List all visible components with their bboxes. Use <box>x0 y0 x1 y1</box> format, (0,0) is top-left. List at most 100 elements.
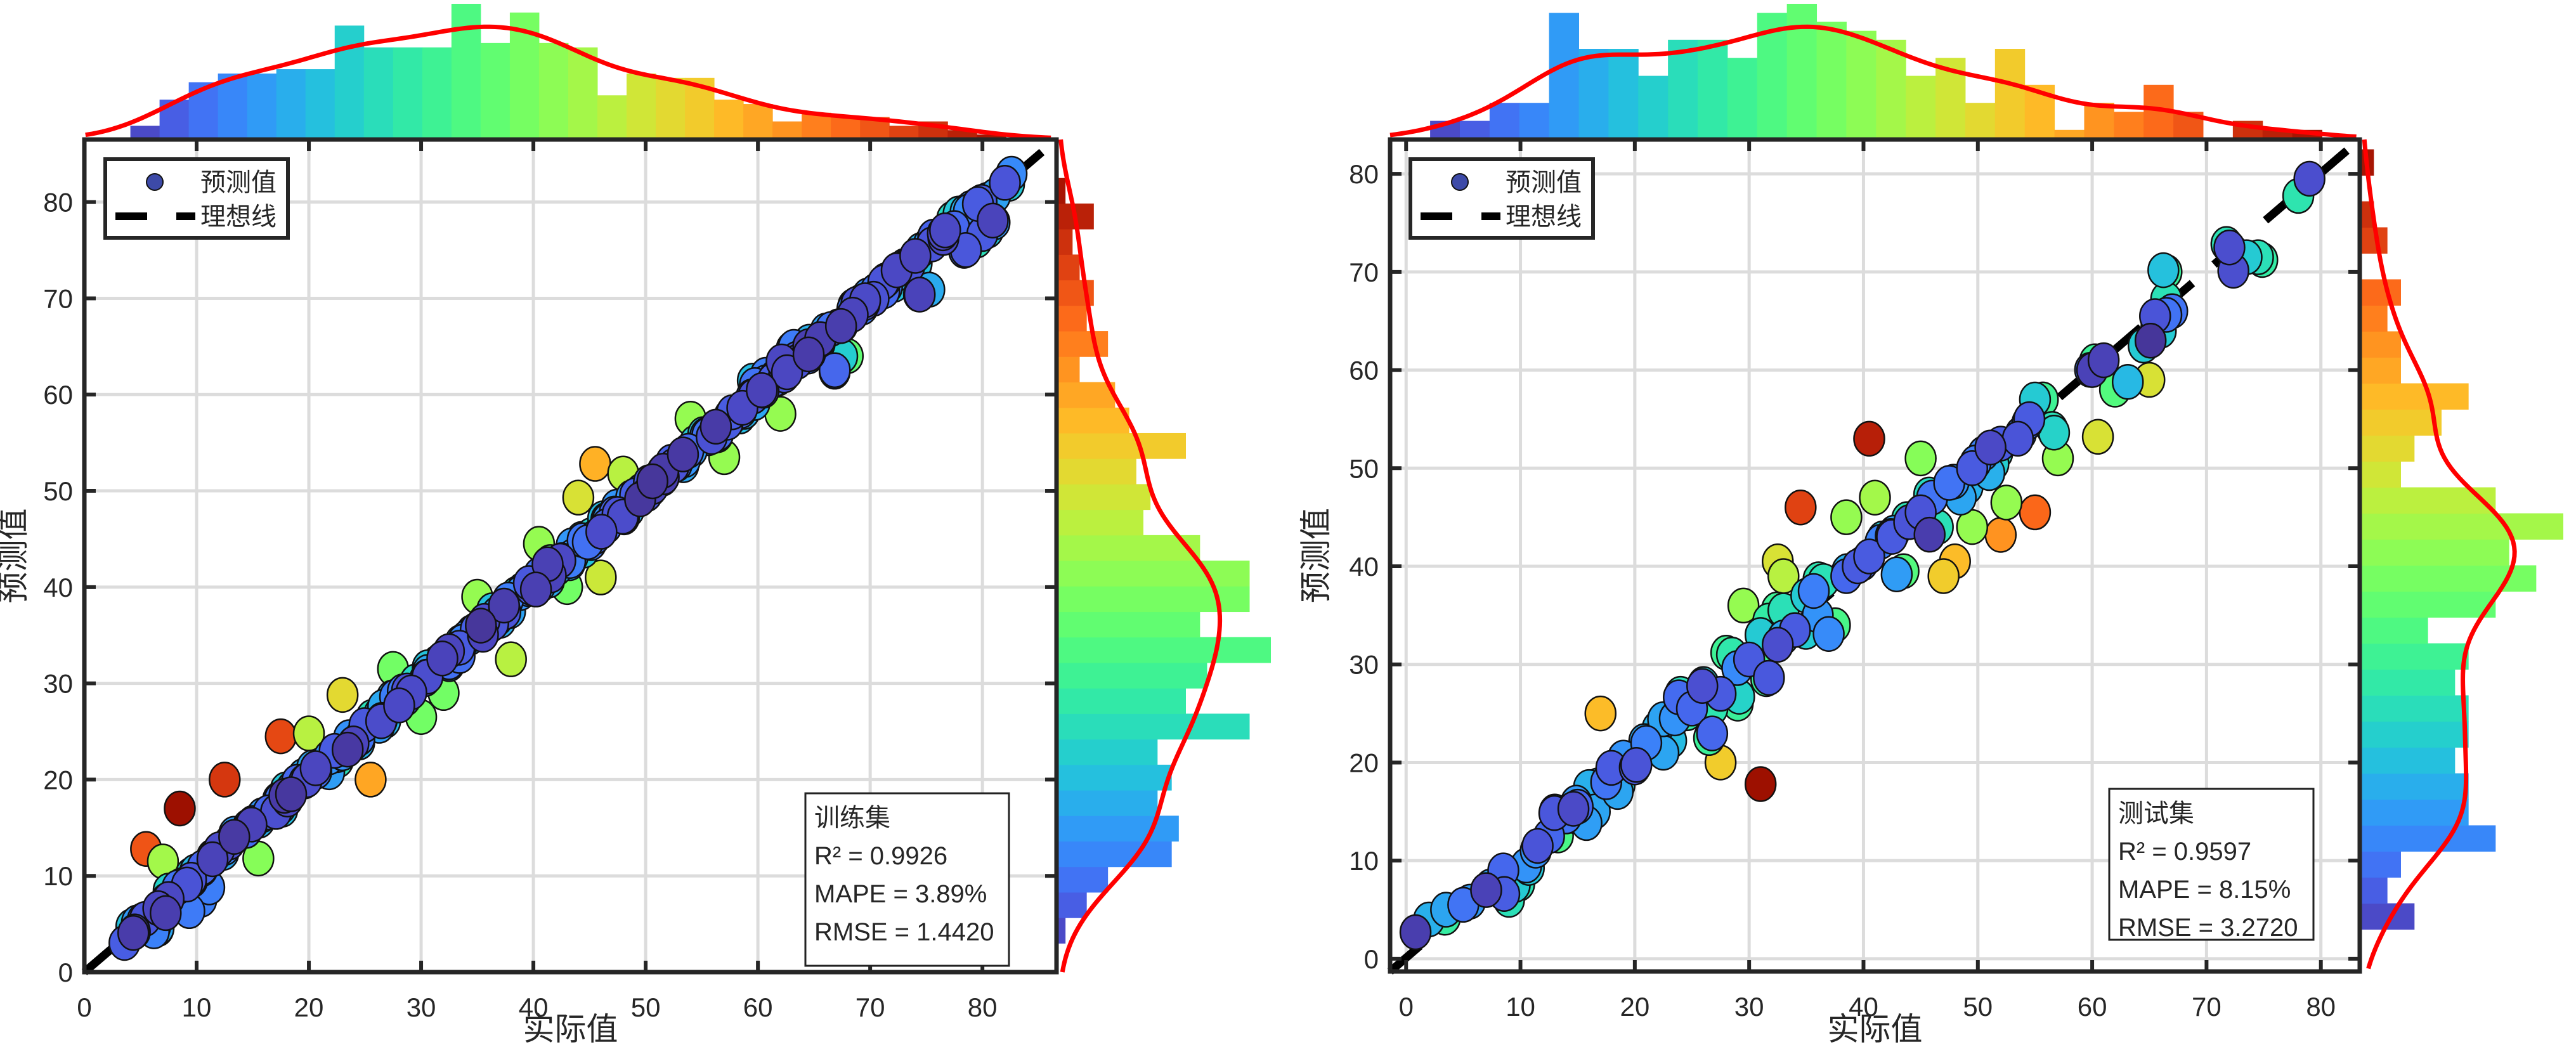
scatter-point <box>899 238 932 274</box>
scatter-point <box>1399 914 1432 951</box>
top-histogram-bar <box>1965 103 1996 139</box>
right-histogram-bar <box>1058 458 1136 484</box>
y-tick-label: 50 <box>1349 453 1379 483</box>
right-histogram-bar <box>1058 866 1109 893</box>
top-kde-curve <box>85 24 1051 140</box>
scatter-point <box>2001 420 2034 457</box>
top-histogram-bar <box>218 73 248 139</box>
scatter-point <box>1913 516 1946 553</box>
top-histogram-bar <box>422 47 452 139</box>
right-histogram-bar <box>2360 331 2401 358</box>
scatter-point <box>519 571 552 607</box>
scatter-points <box>108 155 1028 961</box>
scatter-point <box>977 202 1009 239</box>
scatter-point <box>746 372 778 408</box>
scatter-point <box>699 408 732 445</box>
scatter-point <box>585 514 618 550</box>
right-histogram-bar <box>1058 637 1271 663</box>
scatter-point <box>117 914 150 951</box>
y-axis-label: 预测值 <box>1298 508 1334 603</box>
right-histogram-bar <box>1058 178 1066 204</box>
right-histogram-bar <box>1058 688 1186 714</box>
axes-box <box>82 137 1059 975</box>
top-histogram-bar <box>1608 49 1639 139</box>
scatter-point <box>579 446 611 482</box>
top-histogram-bar <box>772 121 802 139</box>
top-histogram-bar <box>656 77 686 139</box>
right-histogram-bar <box>1058 356 1080 383</box>
right-histogram-bar <box>1058 535 1200 561</box>
scatter-point <box>2111 363 2144 400</box>
scatter-point <box>1696 715 1729 751</box>
scatter-point <box>150 895 182 932</box>
right-histogram-bar <box>2360 773 2469 800</box>
right-histogram-bar <box>2360 877 2388 904</box>
right-histogram-bar <box>1058 382 1116 408</box>
legend-box <box>103 157 290 240</box>
right-histogram-bar <box>1058 841 1172 867</box>
legend-label-ideal: 理想线 <box>200 202 276 231</box>
scatter-point <box>585 559 617 595</box>
y-tick-label: 30 <box>1349 650 1379 680</box>
right-histogram-bar <box>1058 815 1179 842</box>
test-panel: 0 10 20 30 40 50 60 70 80 0 10 20 30 40 50 60 70 80 实际值 预测值… <box>1298 4 2563 1048</box>
top-histogram-bar <box>247 73 277 139</box>
top-histogram-bar <box>714 100 744 139</box>
scatter-point <box>2293 160 2326 197</box>
scatter-point <box>1557 791 1590 827</box>
right-kde-curve <box>1058 139 1223 973</box>
right-histogram-bar <box>2360 851 2401 878</box>
legend-label-predicted: 预测值 <box>200 168 276 197</box>
right-histogram-bar <box>1058 662 1207 689</box>
stats-line: RMSE = 3.2720 <box>2118 914 2298 942</box>
right-histogram-bar <box>2360 279 2401 306</box>
scatter-point <box>2147 252 2180 289</box>
stats-title: 训练集 <box>814 803 890 833</box>
right-histogram <box>1058 178 1271 944</box>
top-histogram-bar <box>831 117 861 139</box>
scatter-point <box>1927 558 1960 594</box>
right-histogram-bar <box>2360 695 2469 722</box>
scatter-point <box>495 641 527 677</box>
stats-box-frame <box>2108 788 2315 941</box>
scatter-point <box>218 819 250 855</box>
axes-box <box>1388 137 2362 974</box>
scatter-point <box>196 841 229 878</box>
scatter-point <box>1584 695 1617 732</box>
x-tick-label: 10 <box>182 992 212 1022</box>
top-histogram-bar <box>1994 49 2026 139</box>
top-histogram-bar <box>597 95 627 139</box>
top-histogram-bar <box>130 126 160 139</box>
scatter-point <box>326 677 359 713</box>
x-tick-label: 50 <box>631 992 661 1022</box>
right-histogram-bar <box>2360 591 2496 618</box>
scatter-point <box>1785 489 1817 526</box>
scatter-point <box>331 731 364 768</box>
right-histogram <box>2360 149 2563 930</box>
x-axis-label: 实际值 <box>1828 1011 1923 1048</box>
y-tick-label: 80 <box>1349 159 1379 189</box>
legend-label-ideal: 理想线 <box>1506 202 1582 231</box>
x-tick-label: 60 <box>743 992 773 1022</box>
x-tick-label: 20 <box>1620 992 1649 1022</box>
right-histogram-bar <box>2360 305 2388 332</box>
y-tick-label: 60 <box>43 380 73 410</box>
x-tick-label: 0 <box>77 992 91 1022</box>
scatter-point <box>667 436 699 472</box>
right-histogram-bar <box>2360 383 2469 410</box>
top-histogram-bar <box>276 69 306 139</box>
x-tick-label: 10 <box>1506 992 1535 1022</box>
x-tick-label: 50 <box>1963 992 1993 1022</box>
right-histogram-bar <box>1058 331 1109 357</box>
stats-line: RMSE = 1.4420 <box>814 918 994 946</box>
stats-line: MAPE = 3.89% <box>814 880 987 908</box>
top-histogram-bar <box>538 42 569 139</box>
top-histogram-bar <box>1876 39 1906 139</box>
top-histogram <box>1430 4 2322 140</box>
right-histogram-bar <box>1058 484 1151 510</box>
top-histogram-bar <box>1816 22 1847 140</box>
scatter-point <box>824 308 857 344</box>
scatter-point <box>264 718 297 755</box>
